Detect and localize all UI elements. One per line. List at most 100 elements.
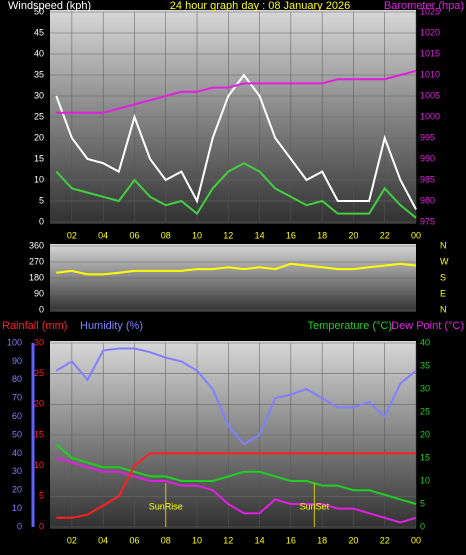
tick-label: 1015 bbox=[420, 48, 440, 58]
x-tick-label: 10 bbox=[192, 535, 202, 545]
chart-title: 24 hour graph day : 08 January 2026 bbox=[170, 0, 350, 12]
tick-label: 25 bbox=[34, 368, 44, 378]
tick-label: 90 bbox=[34, 288, 44, 298]
x-tick-label: 04 bbox=[98, 230, 108, 240]
series-line bbox=[55, 443, 417, 505]
direction-label: N bbox=[440, 304, 447, 314]
wind-label: Windspeed (kph) bbox=[8, 0, 91, 12]
x-tick-label: 00 bbox=[411, 535, 421, 545]
x-tick-label: 12 bbox=[223, 535, 233, 545]
tick-label: 980 bbox=[420, 195, 435, 205]
tick-label: 40 bbox=[12, 448, 22, 458]
x-tick-label: 08 bbox=[161, 535, 171, 545]
humidity-label: Humidity (%) bbox=[80, 320, 143, 332]
tick-label: 15 bbox=[420, 452, 430, 462]
x-tick-label: 16 bbox=[286, 535, 296, 545]
tick-label: 0 bbox=[39, 521, 44, 531]
tick-label: 985 bbox=[420, 174, 435, 184]
tick-label: 30 bbox=[34, 337, 44, 347]
tick-label: 5 bbox=[39, 491, 44, 501]
x-tick-label: 10 bbox=[192, 230, 202, 240]
tick-label: 360 bbox=[29, 240, 44, 250]
tick-label: 1025 bbox=[420, 6, 440, 16]
tick-label: 0 bbox=[420, 521, 425, 531]
tick-label: 0 bbox=[39, 216, 44, 226]
tick-label: 270 bbox=[29, 256, 44, 266]
direction-label: S bbox=[440, 272, 446, 282]
tick-label: 990 bbox=[420, 153, 435, 163]
x-tick-label: 02 bbox=[67, 535, 77, 545]
tick-label: 5 bbox=[39, 195, 44, 205]
tick-label: 1005 bbox=[420, 90, 440, 100]
series-line bbox=[55, 162, 417, 219]
tick-label: 20 bbox=[34, 399, 44, 409]
x-tick-label: 14 bbox=[255, 535, 265, 545]
x-tick-label: 08 bbox=[161, 230, 171, 240]
x-tick-label: 04 bbox=[98, 535, 108, 545]
direction-label: E bbox=[440, 288, 446, 298]
tick-label: 90 bbox=[12, 356, 22, 366]
x-tick-label: 18 bbox=[317, 230, 327, 240]
annotation: SunRise bbox=[149, 501, 183, 511]
baro-label: Barometer (hpa) bbox=[384, 0, 464, 12]
tick-label: 0 bbox=[39, 304, 44, 314]
temp-label: Temperature (°C) bbox=[308, 320, 392, 332]
annotation: SunSet bbox=[300, 501, 330, 511]
tick-label: 975 bbox=[420, 216, 435, 226]
tick-label: 180 bbox=[29, 272, 44, 282]
x-tick-label: 06 bbox=[129, 230, 139, 240]
series-line bbox=[56, 69, 417, 114]
tick-label: 1010 bbox=[420, 69, 440, 79]
tick-label: 30 bbox=[34, 90, 44, 100]
series-line bbox=[56, 457, 417, 524]
tick-label: 20 bbox=[12, 485, 22, 495]
series-line bbox=[56, 262, 417, 276]
tick-label: 10 bbox=[12, 503, 22, 513]
tick-label: 1020 bbox=[420, 27, 440, 37]
x-tick-label: 06 bbox=[129, 535, 139, 545]
x-tick-label: 00 bbox=[411, 230, 421, 240]
tick-label: 5 bbox=[420, 498, 425, 508]
tick-label: 20 bbox=[34, 132, 44, 142]
tick-label: 30 bbox=[12, 466, 22, 476]
dew-label: Dew Point (°C) bbox=[391, 320, 464, 332]
tick-label: 10 bbox=[420, 475, 430, 485]
tick-label: 25 bbox=[34, 111, 44, 121]
series-line bbox=[55, 347, 417, 446]
x-tick-label: 02 bbox=[67, 230, 77, 240]
tick-label: 80 bbox=[12, 374, 22, 384]
direction-label: N bbox=[440, 240, 447, 250]
x-tick-label: 16 bbox=[286, 230, 296, 240]
tick-label: 70 bbox=[12, 393, 22, 403]
rain-label: Rainfall (mm) bbox=[2, 320, 67, 332]
x-tick-label: 14 bbox=[255, 230, 265, 240]
tick-label: 35 bbox=[34, 69, 44, 79]
tick-label: 1000 bbox=[420, 111, 440, 121]
x-tick-label: 12 bbox=[223, 230, 233, 240]
tick-label: 10 bbox=[34, 460, 44, 470]
tick-label: 50 bbox=[34, 6, 44, 16]
tick-label: 50 bbox=[12, 429, 22, 439]
x-tick-label: 20 bbox=[348, 230, 358, 240]
tick-label: 60 bbox=[12, 411, 22, 421]
tick-label: 100 bbox=[7, 337, 22, 347]
tick-label: 20 bbox=[420, 429, 430, 439]
tick-label: 15 bbox=[34, 429, 44, 439]
x-tick-label: 22 bbox=[380, 230, 390, 240]
tick-label: 10 bbox=[34, 174, 44, 184]
tick-label: 40 bbox=[34, 48, 44, 58]
tick-label: 15 bbox=[34, 153, 44, 163]
tick-label: 0 bbox=[17, 521, 22, 531]
tick-label: 995 bbox=[420, 132, 435, 142]
tick-label: 45 bbox=[34, 27, 44, 37]
x-tick-label: 22 bbox=[380, 535, 390, 545]
direction-label: W bbox=[440, 256, 449, 266]
series-line bbox=[56, 452, 416, 519]
tick-label: 30 bbox=[420, 383, 430, 393]
x-tick-label: 18 bbox=[317, 535, 327, 545]
x-tick-label: 20 bbox=[348, 535, 358, 545]
tick-label: 40 bbox=[420, 337, 430, 347]
tick-label: 25 bbox=[420, 406, 430, 416]
tick-label: 35 bbox=[420, 360, 430, 370]
